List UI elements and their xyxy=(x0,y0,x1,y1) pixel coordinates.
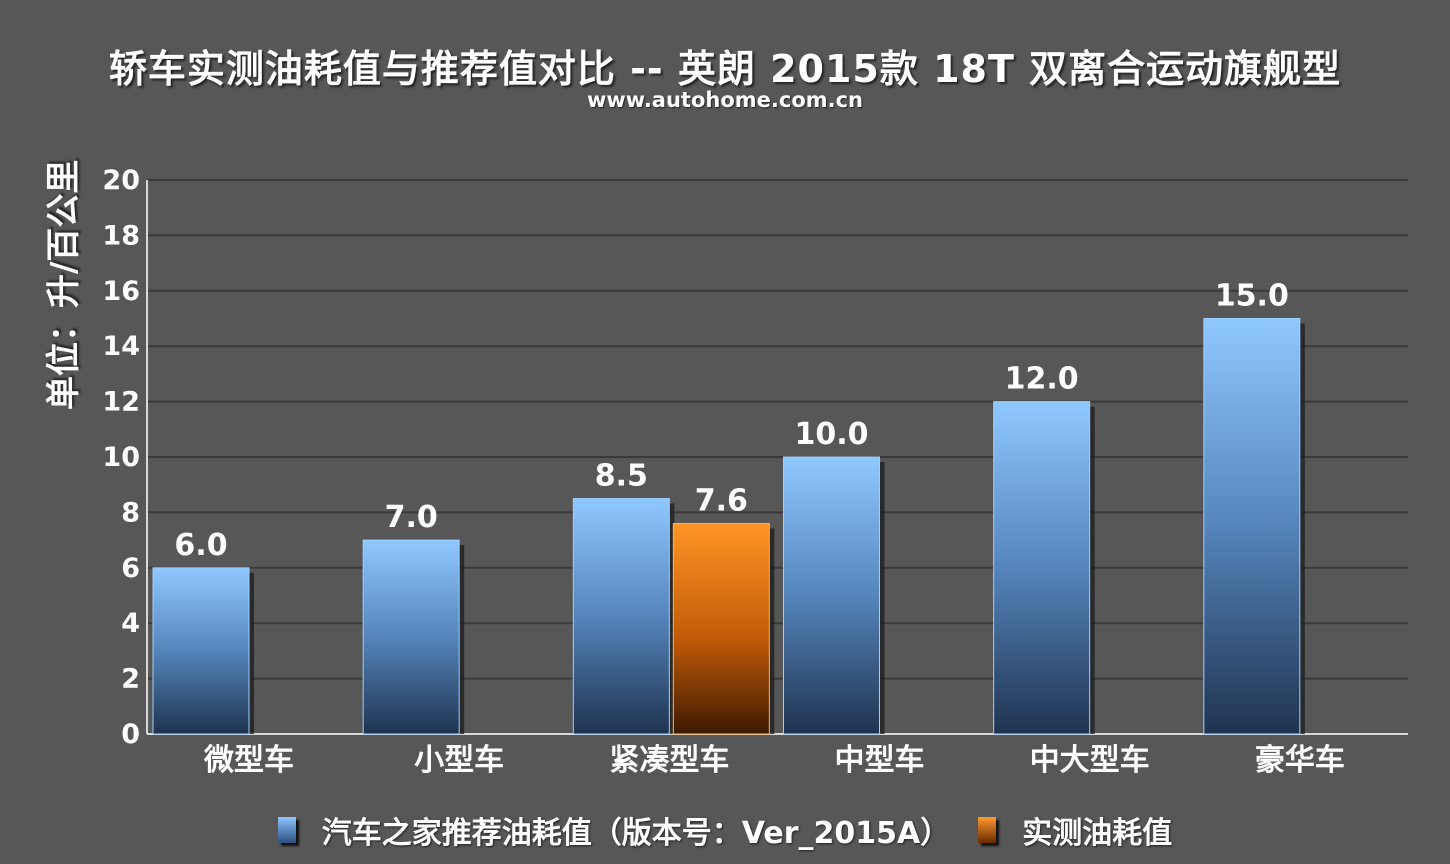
data-label: 7.6 xyxy=(695,483,748,518)
x-tick-label: 中型车 xyxy=(835,743,925,778)
data-label: 15.0 xyxy=(1215,279,1289,314)
legend-swatch-blue xyxy=(277,817,296,843)
bar-recommended xyxy=(993,401,1091,735)
x-tick-label: 豪华车 xyxy=(1255,743,1345,778)
bar-measured xyxy=(672,522,770,735)
grid-lines xyxy=(146,179,1408,735)
x-tick-label: 紧凑型车 xyxy=(609,743,729,778)
y-tick-label: 18 xyxy=(102,220,140,251)
y-tick-label: 12 xyxy=(102,387,140,418)
legend-swatch-orange xyxy=(978,817,997,843)
legend-label-recommended: 汽车之家推荐油耗值（版本号：Ver_2015A） xyxy=(321,816,951,851)
bar-recommended xyxy=(572,498,670,735)
data-label: 12.0 xyxy=(1005,362,1079,397)
y-tick-label: 20 xyxy=(102,165,140,196)
bar-chart: 0 2 4 6 8 10 12 14 16 18 20 6.0 7.0 8.5 10.0 12.0 15.0 7… xyxy=(102,165,1408,778)
legend: 汽车之家推荐油耗值（版本号：Ver_2015A） 实测油耗值 xyxy=(0,808,1450,852)
y-tick-label: 14 xyxy=(102,331,140,362)
data-label: 6.0 xyxy=(174,528,227,563)
legend-label-measured: 实测油耗值 xyxy=(1022,816,1173,851)
y-tick-label: 0 xyxy=(121,719,140,750)
y-tick-labels: 0 2 4 6 8 10 12 14 16 18 20 xyxy=(102,165,140,750)
y-tick-label: 10 xyxy=(102,442,140,473)
y-tick-label: 16 xyxy=(102,276,140,307)
y-tick-label: 4 xyxy=(121,608,140,639)
chart-title: 轿车实测油耗值与推荐值对比 -- 英朗 2015款 18T 双离合运动旗舰型 xyxy=(108,47,1342,91)
y-tick-label: 2 xyxy=(121,664,140,695)
bars: 6.0 7.0 8.5 10.0 12.0 15.0 7.6 xyxy=(152,279,1305,735)
data-label: 8.5 xyxy=(595,459,648,494)
chart-subtitle: www.autohome.com.cn xyxy=(586,88,864,112)
bar-recommended xyxy=(362,539,460,735)
legend-item-measured: 实测油耗值 xyxy=(978,808,1172,852)
x-tick-label: 微型车 xyxy=(203,743,294,778)
bar-recommended xyxy=(152,567,250,735)
x-tick-label: 中大型车 xyxy=(1030,743,1150,778)
x-tick-labels: 微型车 小型车 紧凑型车 中型车 中大型车 豪华车 xyxy=(203,743,1345,778)
x-tick-label: 小型车 xyxy=(414,743,504,778)
bar-recommended xyxy=(1203,318,1301,735)
data-label: 7.0 xyxy=(385,500,438,535)
bar-recommended xyxy=(783,456,880,735)
y-tick-label: 8 xyxy=(121,497,140,528)
y-tick-label: 6 xyxy=(121,553,140,584)
data-label: 10.0 xyxy=(794,417,868,452)
legend-item-recommended: 汽车之家推荐油耗值（版本号：Ver_2015A） xyxy=(277,808,951,852)
